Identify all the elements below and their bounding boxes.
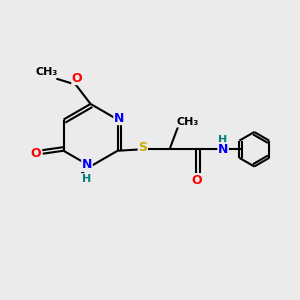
- Text: O: O: [72, 72, 83, 85]
- Text: N: N: [218, 143, 228, 156]
- Text: O: O: [31, 147, 41, 160]
- Text: H: H: [82, 174, 91, 184]
- Text: CH₃: CH₃: [36, 67, 58, 77]
- Text: H: H: [218, 135, 228, 145]
- Text: N: N: [114, 112, 124, 124]
- Text: CH₃: CH₃: [176, 117, 199, 127]
- Text: S: S: [138, 141, 147, 154]
- Text: O: O: [191, 174, 202, 187]
- Text: N: N: [82, 158, 92, 171]
